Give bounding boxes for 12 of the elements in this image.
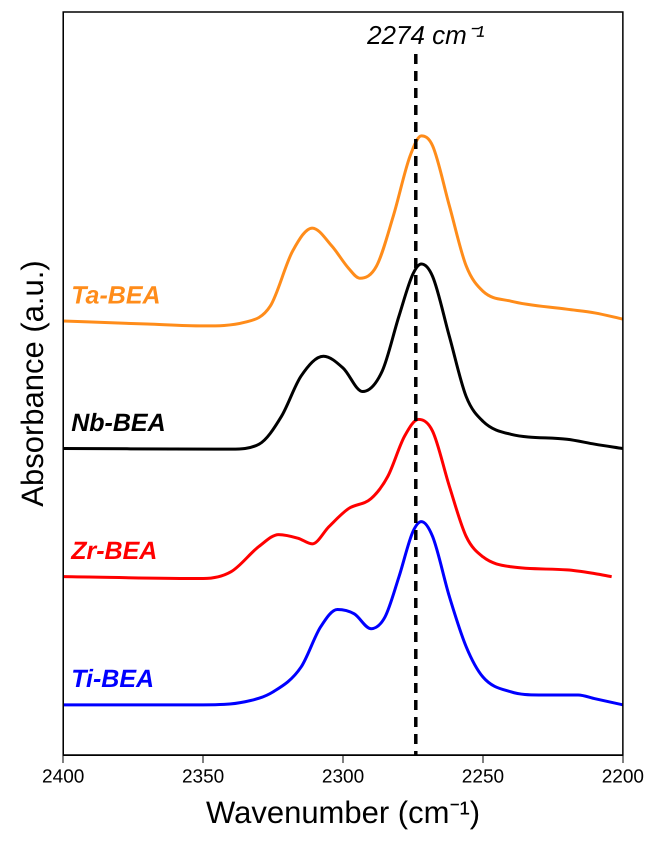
x-axis-title: Wavenumber (cm⁻¹) bbox=[206, 794, 480, 830]
x-tick-label: 2250 bbox=[462, 766, 504, 788]
ref-line-label: 2274 cm⁻¹ bbox=[366, 20, 485, 50]
series-label: Nb-BEA bbox=[71, 408, 166, 437]
series-label: Ti-BEA bbox=[71, 665, 154, 694]
series-label: Zr-BEA bbox=[70, 537, 158, 566]
y-axis-title: Absorbance (a.u.) bbox=[15, 260, 50, 507]
x-tick-label: 2400 bbox=[42, 766, 84, 788]
x-tick-label: 2200 bbox=[602, 766, 644, 788]
x-tick-label: 2300 bbox=[322, 766, 364, 788]
x-tick-label: 2350 bbox=[182, 766, 224, 788]
series-label: Ta-BEA bbox=[71, 281, 161, 310]
